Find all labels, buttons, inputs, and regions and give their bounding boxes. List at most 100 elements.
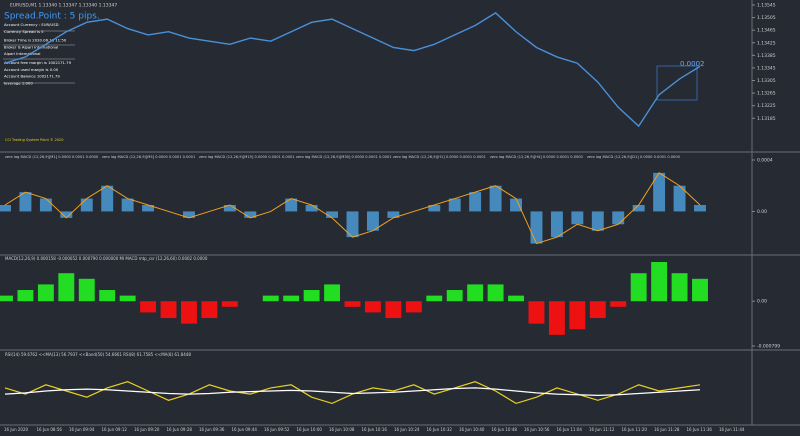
info-line: Alpari International <box>4 51 40 56</box>
symbol-header: EURUSD,M1 1.13340 1.13347 1.13340 1.1334… <box>10 3 117 9</box>
y-tick-label: 1.13185 <box>757 116 776 122</box>
time-label: 16 Jun 09:28 <box>167 427 193 432</box>
zero-lag-bar <box>326 211 339 218</box>
y-tick-label: 0.0004 <box>757 158 773 164</box>
macd-bar <box>37 284 54 302</box>
zero-lag-bar <box>285 198 298 212</box>
macd-bar <box>405 301 422 313</box>
zero-lag-bar <box>305 205 318 212</box>
zero-lag-bar <box>244 211 257 218</box>
zero-lag-bar <box>550 211 563 238</box>
macd-bar <box>528 301 545 324</box>
zero-lag-header: zero lag MACD (12,26,9)[H4] 0.0000 0.000… <box>490 155 584 159</box>
macd-bar <box>78 278 95 302</box>
macd-bar <box>426 295 443 302</box>
zero-lag-bar <box>346 211 359 238</box>
zero-lag-bar <box>19 192 32 212</box>
info-line: Broker Time is 2020.06.16 11:50 <box>4 38 67 43</box>
time-label: 16 Jun 08:56 <box>37 427 63 432</box>
macd-bar <box>671 273 688 302</box>
info-line: Broker Is Alpari International <box>4 44 58 49</box>
time-label: 16 Jun 11:12 <box>589 427 615 432</box>
zero-lag-bar <box>469 192 482 212</box>
rsi-header: RSI(14) 59.6762 <<MA(13) 56.7937 <<Band(… <box>5 352 191 357</box>
zero-lag-bar <box>0 205 11 212</box>
time-label: 16 Jun 10:16 <box>362 427 388 432</box>
selection-box <box>656 65 698 101</box>
zero-lag-bar <box>80 198 93 212</box>
y-tick-label: 0.00 <box>757 209 767 215</box>
macd-bar <box>58 273 75 302</box>
time-label: 16 Jun 10:48 <box>492 427 518 432</box>
macd-bar <box>221 301 238 307</box>
info-line: Account Currency : EUR/USD <box>4 22 59 27</box>
zero-lag-bar <box>60 211 73 218</box>
zero-lag-header: zero lag MACD (12,26,9)[M30] 0.0000 0.00… <box>296 155 392 159</box>
macd-bar <box>201 301 218 319</box>
zero-lag-bar <box>142 205 155 212</box>
zero-lag-bar <box>387 211 400 218</box>
zero-lag-bar <box>530 211 543 244</box>
box-label: 0.0002 <box>680 60 705 68</box>
macd-bar <box>324 284 341 302</box>
macd-bar <box>181 301 197 324</box>
time-label: 16 Jun 10:32 <box>427 427 453 432</box>
footer-note: CCI Trading System Point © 2020 <box>5 138 63 142</box>
zero-lag-bar <box>694 205 706 212</box>
time-label: 16 Jun 11:28 <box>654 427 680 432</box>
zero-lag-header: zero lag MACD (12,26,9)[D1] 0.0000 0.000… <box>587 155 681 159</box>
time-label: 16 Jun 10:00 <box>297 427 323 432</box>
time-label: 16 Jun 09:20 <box>134 427 160 432</box>
time-label: 16 Jun 11:20 <box>622 427 648 432</box>
zero-lag-bar <box>101 185 114 212</box>
time-label: 16 Jun 2020 <box>4 427 29 432</box>
time-label: 16 Jun 11:04 <box>557 427 583 432</box>
time-label: 16 Jun 11:44 <box>719 427 745 432</box>
zero-lag-bar <box>428 205 441 212</box>
price-line <box>4 11 701 128</box>
macd-bar <box>344 301 361 307</box>
zero-lag-bar <box>591 211 604 231</box>
zero-lag-bar <box>510 198 522 212</box>
macd-bar <box>17 290 34 302</box>
macd-bar <box>548 301 565 335</box>
macd-bar <box>99 290 116 302</box>
macd-bar <box>303 290 320 302</box>
y-tick-label: 1.13305 <box>757 78 776 84</box>
zero-lag-bar <box>653 172 666 212</box>
macd-header: MACD(12,26,9) 0.000158 -0.000052 0.00079… <box>5 256 208 261</box>
time-label: 16 Jun 09:12 <box>102 427 128 432</box>
zero-lag-bar <box>121 198 134 212</box>
macd-bar <box>569 301 586 330</box>
zero-lag-bar <box>673 185 686 212</box>
y-tick-label: 0.00 <box>757 299 767 305</box>
info-line: Account Balance 1002171.79 <box>4 74 60 79</box>
info-line: Currency Spread is 5 <box>4 29 44 34</box>
time-label: 16 Jun 10:08 <box>329 427 355 432</box>
y-tick-label: -0.000799 <box>757 344 780 350</box>
y-tick-label: 1.13425 <box>757 40 776 46</box>
spread-label: Spread.Point : 5 pips. <box>4 12 100 22</box>
macd-bar <box>651 262 668 302</box>
time-label: 16 Jun 09:44 <box>232 427 258 432</box>
zero-lag-bar <box>632 205 645 212</box>
zero-lag-bar <box>489 185 502 212</box>
y-tick-label: 1.13545 <box>757 3 776 9</box>
macd-bar <box>467 284 484 302</box>
time-label: 16 Jun 09:52 <box>264 427 290 432</box>
zero-lag-bar <box>366 211 379 231</box>
zero-lag-bar <box>448 198 461 212</box>
macd-bar <box>589 301 606 319</box>
macd-bar <box>262 295 279 302</box>
y-tick-label: 1.13385 <box>757 53 776 59</box>
y-tick-label: 1.13465 <box>757 28 776 34</box>
macd-bar <box>119 295 136 302</box>
macd-bar <box>487 284 504 302</box>
zero-lag-header: zero lag MACD (12,26,9)[H1] 0.0000 0.000… <box>393 155 486 159</box>
time-label: 16 Jun 09:04 <box>69 427 95 432</box>
info-line: Account free margin is 1002171.79 <box>4 60 72 65</box>
macd-bar <box>446 290 463 302</box>
zero-lag-bar <box>612 211 625 225</box>
